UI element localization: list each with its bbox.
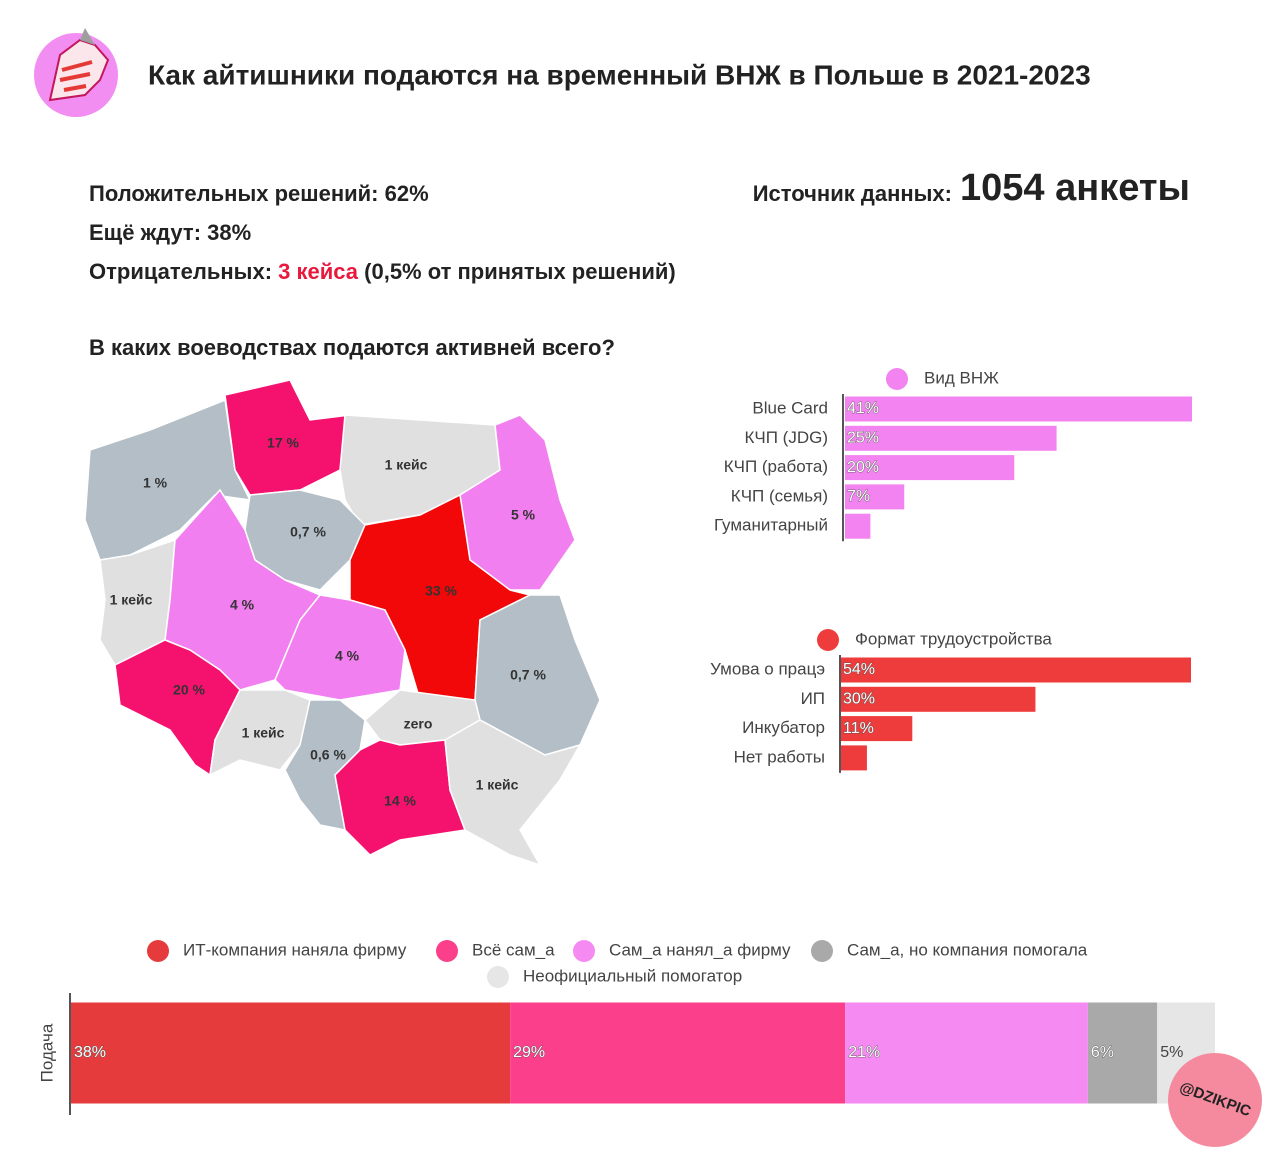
bar	[841, 745, 867, 771]
category-label: Гуманитарный	[714, 516, 828, 535]
legend-swatch	[487, 966, 509, 988]
region-label: 1 кейс	[110, 592, 153, 608]
category-label: КЧП (JDG)	[745, 428, 829, 447]
title: Как айтишники подаются на временный ВНЖ …	[148, 59, 1091, 90]
bar-segment	[1087, 1002, 1158, 1104]
bar	[845, 425, 1057, 451]
category-label: КЧП (семья)	[731, 486, 828, 505]
category-label: Blue Card	[752, 398, 828, 417]
stat-negative: Отрицательных: 3 кейса (0,5% от принятых…	[89, 259, 676, 284]
legend-label: Неофициальный помогатор	[523, 966, 742, 985]
bar	[845, 396, 1192, 422]
region	[444, 719, 582, 867]
legend-swatch	[817, 629, 839, 651]
bar-segment	[510, 1002, 846, 1104]
value-label: 6%	[1091, 1044, 1114, 1061]
category-label: Умова о працэ	[710, 659, 825, 678]
watermark: @DZIKPIC	[1168, 1053, 1262, 1147]
value-label: 7%	[847, 488, 870, 505]
region-label: 17 %	[267, 435, 299, 451]
negative-note: (0,5% от принятых решений)	[364, 259, 676, 284]
legend-swatch	[436, 940, 458, 962]
legend-label: Всё сам_а	[472, 940, 555, 959]
region-label: 1 кейс	[242, 725, 285, 741]
region-label: 1 кейс	[476, 777, 519, 793]
category-label: ИП	[801, 689, 825, 708]
bar	[845, 484, 905, 510]
legend-swatch	[573, 940, 595, 962]
source-value: 1054 анкеты	[960, 167, 1190, 209]
bar	[845, 513, 871, 539]
bar	[845, 455, 1015, 481]
region-label: 4 %	[335, 648, 360, 664]
region-label: 5 %	[511, 507, 536, 523]
bar	[841, 686, 1036, 712]
category-label: КЧП (работа)	[724, 457, 828, 476]
category-label: Подача	[37, 1023, 56, 1082]
legend-label: Вид ВНЖ	[924, 368, 999, 387]
negative-count: 3 кейса	[278, 259, 359, 284]
category-label: Нет работы	[734, 747, 825, 766]
map: 1 % 17 % 1 кейс 5 % 0,7 % 1 кейс 4 % 33 % 4 % 0,7…	[84, 379, 601, 867]
region-label: 0,6 %	[310, 747, 346, 763]
region-label: 1 %	[143, 475, 168, 491]
value-label: 30%	[843, 691, 875, 708]
bar-segment	[71, 1002, 511, 1104]
value-label: 20%	[847, 459, 879, 476]
region-label: 20 %	[173, 682, 205, 698]
stat-positive: Положительных решений: 62%	[89, 181, 429, 206]
bar	[841, 716, 913, 742]
stat-waiting: Ещё ждут: 38%	[89, 220, 251, 245]
region	[274, 594, 406, 701]
value-label: 11%	[843, 720, 874, 737]
value-label: 5%	[1160, 1044, 1183, 1061]
legend-label: ИТ-компания наняла фирму	[183, 940, 407, 959]
value-label: 38%	[74, 1044, 106, 1061]
legend-label: Сам_а, но компания помогала	[847, 940, 1088, 959]
value-label: 25%	[847, 430, 879, 447]
region-label: 1 кейс	[385, 457, 428, 473]
negative-label: Отрицательных:	[89, 259, 272, 284]
value-label: 21%	[848, 1044, 880, 1061]
bar	[841, 657, 1191, 683]
region	[209, 689, 311, 777]
legend-label: Формат трудоустройства	[855, 629, 1052, 648]
source-label: Источник данных:	[753, 181, 952, 206]
region-label: 0,7 %	[510, 667, 546, 683]
legend-label: Сам_а нанял_а фирму	[609, 940, 791, 959]
region-label: 33 %	[425, 583, 457, 599]
legend-swatch	[147, 940, 169, 962]
map-title: В каких воеводствах подаются активней вс…	[89, 335, 615, 360]
region-label: 0,7 %	[290, 524, 326, 540]
value-label: 29%	[513, 1044, 545, 1061]
region	[459, 414, 576, 591]
value-label: 54%	[843, 661, 875, 678]
category-label: Инкубатор	[742, 718, 825, 737]
legend-swatch	[886, 368, 908, 390]
region-label: zero	[404, 716, 433, 732]
bar-segment	[845, 1002, 1088, 1104]
region	[84, 398, 252, 561]
value-label: 41%	[847, 400, 879, 417]
region-label: 4 %	[230, 597, 255, 613]
region-label: 14 %	[384, 793, 416, 809]
logo	[34, 28, 118, 117]
legend-swatch	[811, 940, 833, 962]
